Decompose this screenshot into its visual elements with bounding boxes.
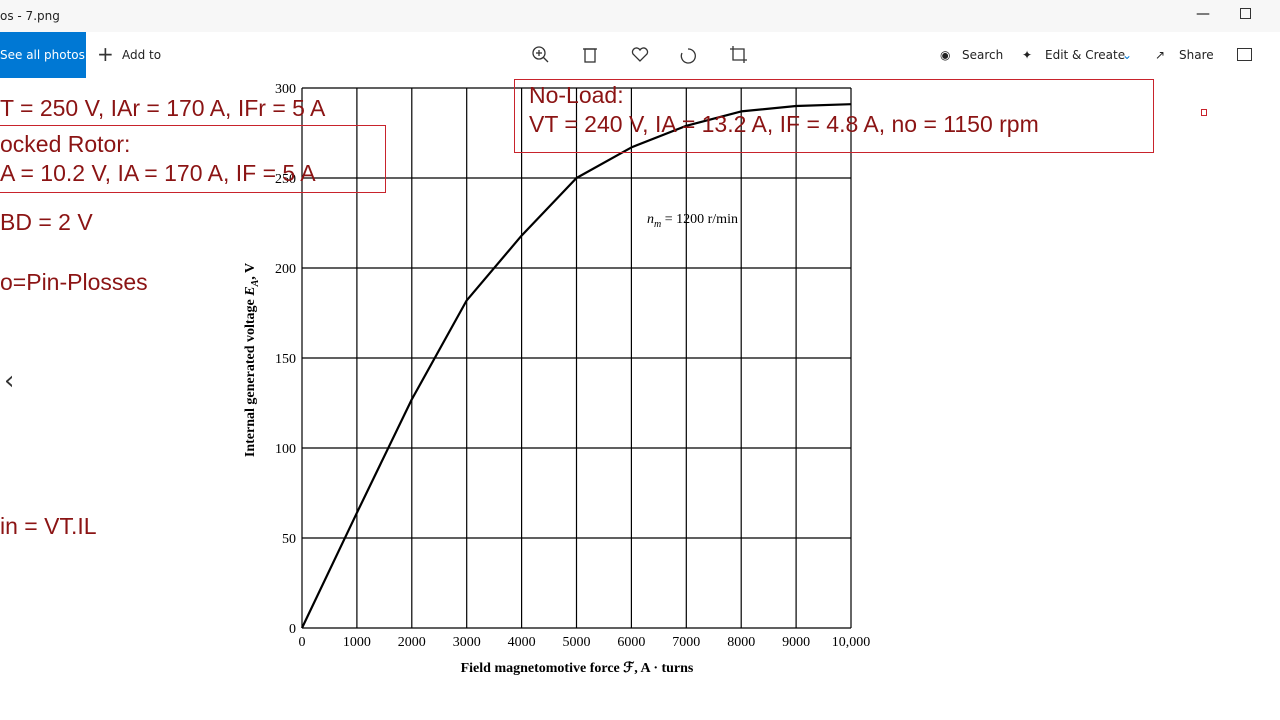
- note-line: VT = 240 V, IA = 13.2 A, IF = 4.8 A, no …: [529, 111, 1039, 137]
- x-axis-label: Field magnetomotive force ℱ, A · turns: [461, 661, 694, 676]
- rotate-icon[interactable]: [680, 48, 696, 64]
- y-axis-label: Internal generated voltage EA, V: [243, 263, 261, 457]
- see-all-button[interactable]: [0, 32, 86, 78]
- y-tick-label: 300: [275, 82, 296, 97]
- y-tick-label: 150: [275, 352, 296, 367]
- y-tick-label: 250: [275, 172, 296, 187]
- x-tick-label: 2000: [398, 635, 426, 650]
- y-label-suffix: , V: [243, 263, 258, 280]
- add-icon[interactable]: +: [97, 42, 114, 66]
- y-tick-label: 200: [275, 262, 296, 277]
- share-icon[interactable]: ↗: [1155, 48, 1166, 62]
- minimize-button[interactable]: —: [1196, 6, 1210, 22]
- see-all-label[interactable]: See all photos: [0, 48, 85, 62]
- zoom-icon[interactable]: [532, 46, 549, 63]
- search-icon[interactable]: ◉: [940, 48, 951, 62]
- x-tick-label: 3000: [453, 635, 481, 650]
- y-label-subscript: A: [250, 279, 261, 287]
- edit-create-button[interactable]: Edit & Create: [1045, 48, 1126, 62]
- curve: [301, 103, 852, 629]
- x-tick-label: 1000: [343, 635, 371, 650]
- add-to-button[interactable]: Add to: [122, 48, 162, 62]
- x-tick-label: 8000: [727, 635, 755, 650]
- y-tick-label: 0: [289, 622, 296, 637]
- print-button[interactable]: [1237, 48, 1252, 61]
- edit-icon[interactable]: ✦: [1022, 48, 1033, 62]
- note-line: BD = 2 V: [0, 209, 93, 235]
- toolbar-icons: [532, 46, 747, 64]
- delete-icon[interactable]: [583, 48, 597, 63]
- share-button[interactable]: Share: [1179, 48, 1214, 62]
- x-tick-label: 5000: [563, 635, 591, 650]
- y-tick-label: 50: [282, 532, 296, 547]
- note-line: No-Load:: [529, 82, 624, 108]
- locked-rotor-box: [0, 125, 386, 193]
- y-label-symbol: E: [243, 286, 258, 296]
- note-line: T = 250 V, IAr = 170 A, IFr = 5 A: [0, 95, 326, 121]
- x-tick-label: 4000: [508, 635, 536, 650]
- window-title: os - 7.png: [0, 9, 60, 23]
- y-label-text: Internal generated voltage: [243, 296, 258, 457]
- note-line: o=Pin-Plosses: [0, 269, 148, 295]
- annotation-text: = 1200 r/min: [661, 212, 738, 227]
- x-tick-label: 0: [299, 635, 306, 650]
- note-line: A = 10.2 V, IA = 170 A, IF = 5 A: [0, 160, 316, 186]
- no-load-box: [514, 79, 1154, 153]
- dropdown-arrow[interactable]: ⌄: [1122, 48, 1133, 62]
- previous-button[interactable]: ‹: [4, 366, 15, 396]
- annotation-subscript: m: [654, 219, 661, 230]
- search-button[interactable]: Search: [962, 48, 1004, 62]
- annotation: nm = 1200 r/min: [647, 212, 738, 230]
- x-tick-label: 9000: [782, 635, 810, 650]
- ink-dot: [1201, 109, 1207, 116]
- restore-button[interactable]: [1240, 8, 1251, 19]
- favorite-icon[interactable]: [631, 47, 649, 62]
- crop-icon[interactable]: [730, 46, 747, 63]
- x-tick-label: 10,000: [832, 635, 871, 650]
- x-tick-label: 7000: [672, 635, 700, 650]
- note-line: ocked Rotor:: [0, 131, 131, 157]
- annotation-symbol: n: [647, 212, 654, 227]
- note-line: in = VT.IL: [0, 513, 97, 539]
- title-bar: [0, 0, 1280, 32]
- y-tick-label: 100: [275, 442, 296, 457]
- x-tick-label: 6000: [617, 635, 645, 650]
